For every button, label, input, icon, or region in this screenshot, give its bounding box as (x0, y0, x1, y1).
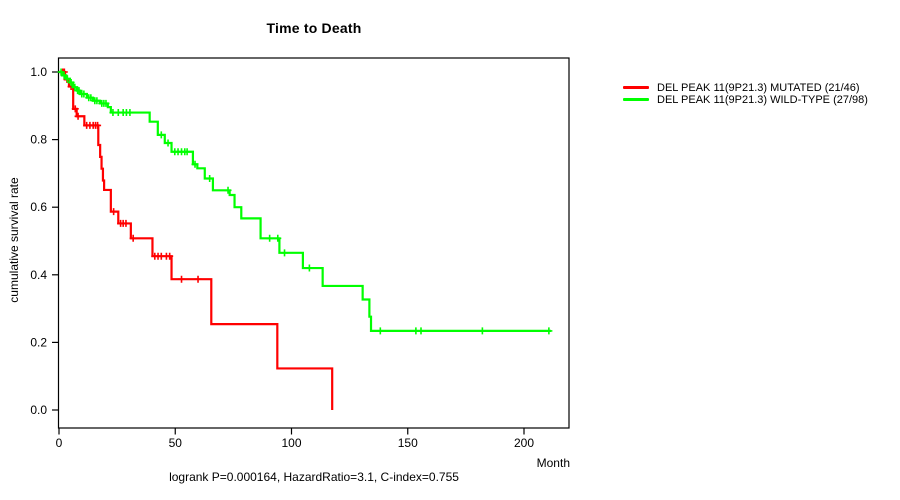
legend-label: DEL PEAK 11(9P21.3) MUTATED (21/46) (657, 81, 860, 94)
stats-annotation: logrank P=0.000164, HazardRatio=3.1, C-i… (169, 470, 459, 484)
legend-item: DEL PEAK 11(9P21.3) WILD-TYPE (27/98) (623, 93, 868, 106)
svg-text:0.4: 0.4 (30, 268, 47, 282)
svg-text:200: 200 (514, 436, 534, 450)
svg-text:0.8: 0.8 (30, 133, 47, 147)
legend: DEL PEAK 11(9P21.3) MUTATED (21/46) DEL … (623, 81, 868, 106)
legend-item: DEL PEAK 11(9P21.3) MUTATED (21/46) (623, 81, 868, 94)
chart-title: Time to Death (266, 20, 362, 36)
svg-text:0.0: 0.0 (30, 403, 47, 417)
y-axis-label: cumulative survival rate (7, 177, 21, 303)
svg-text:0.2: 0.2 (30, 335, 47, 349)
legend-line-swatch (623, 98, 649, 101)
svg-text:100: 100 (281, 436, 301, 450)
x-axis-label: Month (536, 456, 570, 470)
svg-text:50: 50 (169, 436, 183, 450)
svg-text:0: 0 (56, 436, 63, 450)
legend-label: DEL PEAK 11(9P21.3) WILD-TYPE (27/98) (657, 93, 868, 106)
svg-text:0.6: 0.6 (30, 200, 47, 214)
svg-text:150: 150 (398, 436, 418, 450)
svg-text:1.0: 1.0 (30, 65, 47, 79)
legend-line-swatch (623, 86, 649, 89)
